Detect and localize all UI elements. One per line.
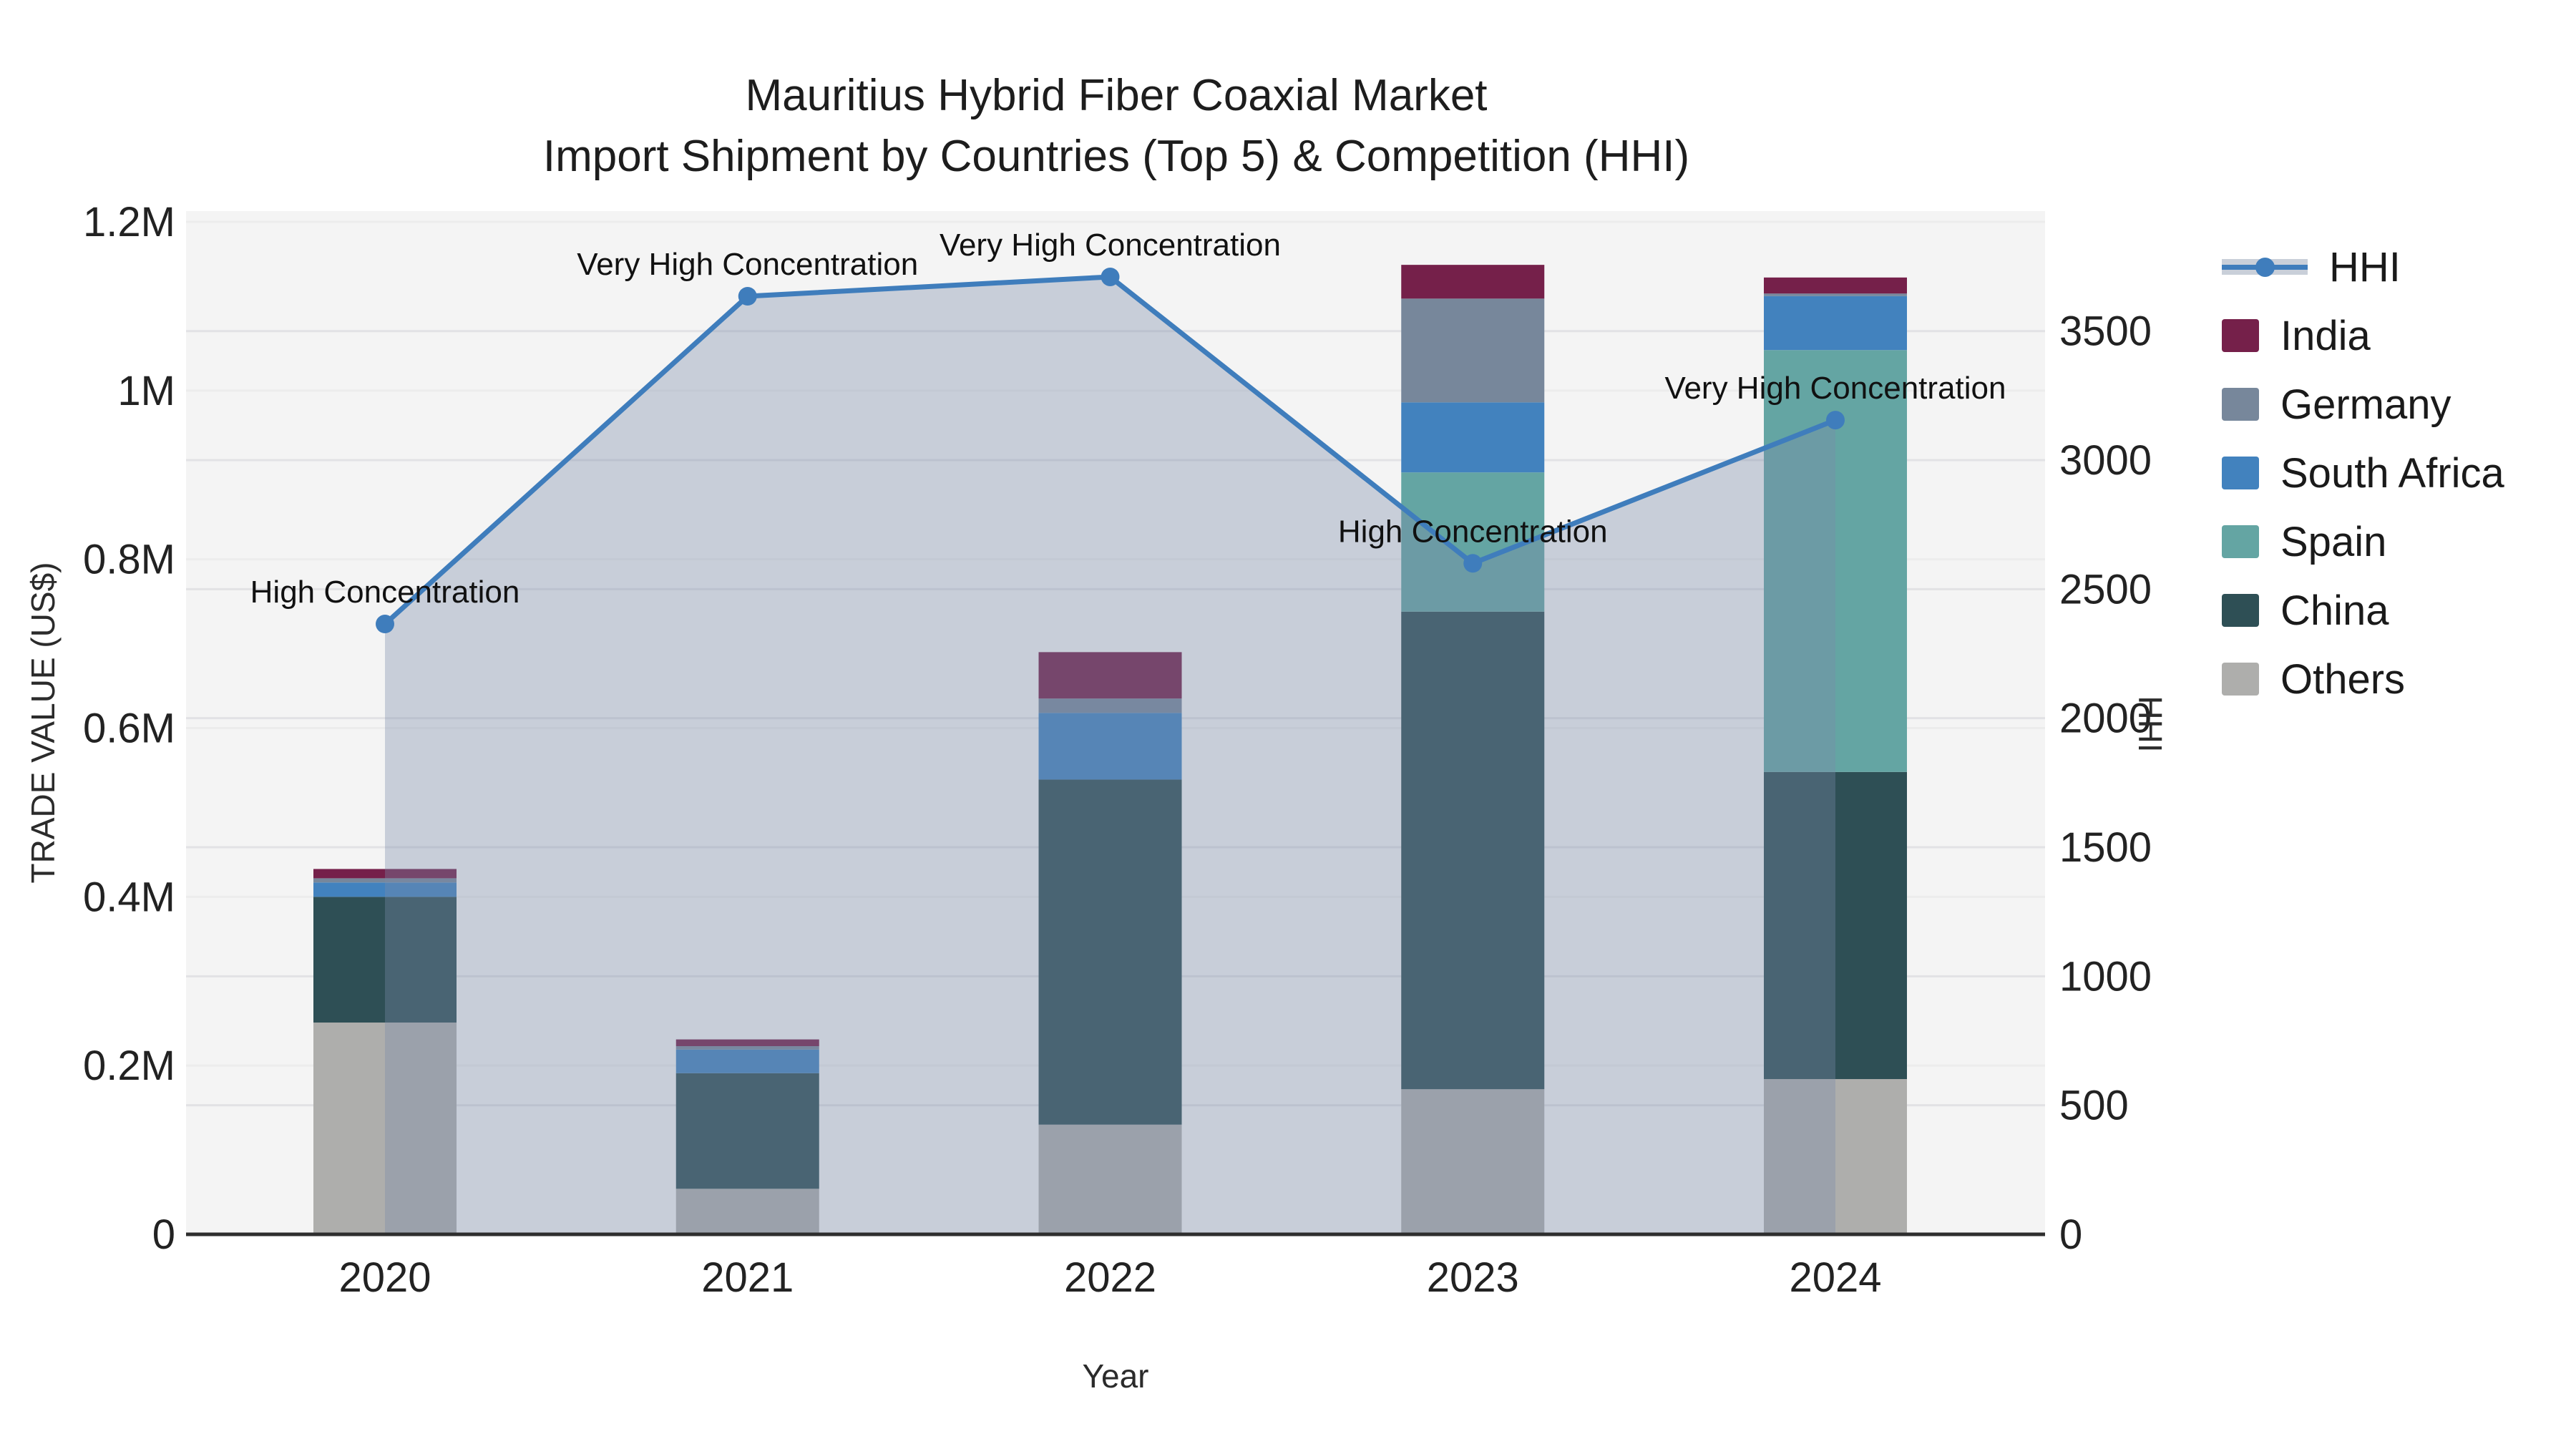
legend-swatch-germany [2222, 388, 2259, 421]
legend-label: Others [2280, 655, 2406, 703]
y-right-tick-label-3000: 3000 [2059, 437, 2152, 484]
bar-segment-germany-2021 [675, 1046, 819, 1050]
legend-swatch-south-africa [2222, 457, 2259, 489]
x-axis-title: Year [1082, 1357, 1149, 1395]
hhi-annotation-2023: High Concentration [1338, 514, 1608, 549]
x-tick-label-2023: 2023 [1427, 1254, 1519, 1301]
chart-title-line2: Import Shipment by Countries (Top 5) & C… [542, 132, 1690, 181]
legend-label: South Africa [2280, 449, 2504, 497]
hhi-marker-2024 [1826, 411, 1845, 430]
y-right-tick-label-1000: 1000 [2059, 953, 2152, 1000]
legend-item-south-africa[interactable]: South Africa [2222, 439, 2504, 507]
bar-segment-china-2020 [313, 897, 457, 1023]
legend-swatch-spain [2222, 525, 2259, 558]
legend-swatch-india [2222, 319, 2259, 352]
hhi-marker-2022 [1101, 267, 1120, 286]
legend-swatch-china [2222, 594, 2259, 627]
y-right-tick-label-2500: 2500 [2059, 566, 2152, 613]
bar-segment-germany-2024 [1764, 293, 1907, 296]
legend-label: Germany [2280, 381, 2451, 428]
bar-segment-germany-2023 [1401, 298, 1545, 403]
y-left-tick-label-0: 0 [152, 1211, 175, 1258]
bar-segment-south-africa-2021 [675, 1049, 819, 1073]
bar-segment-others-2024 [1764, 1079, 1907, 1234]
bar-segment-india-2020 [313, 869, 457, 879]
x-tick-label-2024: 2024 [1789, 1254, 1881, 1301]
bar-segment-india-2021 [675, 1039, 819, 1047]
hhi-marker-2021 [738, 287, 757, 306]
legend-label: Spain [2280, 518, 2387, 565]
legend-label: China [2280, 587, 2389, 634]
legend-item-germany[interactable]: Germany [2222, 370, 2504, 439]
hhi-legend-dot [2255, 258, 2275, 277]
bar-segment-south-africa-2022 [1038, 713, 1182, 780]
y-left-axis-title: TRADE VALUE (US$) [24, 562, 62, 884]
legend-item-others[interactable]: Others [2222, 645, 2504, 713]
bar-segment-china-2023 [1401, 611, 1545, 1090]
bar-segment-germany-2022 [1038, 698, 1182, 713]
hhi-annotation-2022: Very High Concentration [940, 228, 1281, 263]
legend-label: India [2280, 312, 2371, 359]
hhi-annotation-2021: Very High Concentration [577, 247, 918, 282]
y-right-axis-title: HHI [2132, 696, 2169, 753]
y-right-tick-label-500: 500 [2059, 1083, 2129, 1129]
legend-item-spain[interactable]: Spain [2222, 507, 2504, 576]
bar-segment-south-africa-2020 [313, 882, 457, 897]
bar-segment-others-2022 [1038, 1124, 1182, 1234]
hhi-marker-2020 [376, 615, 394, 634]
y-left-tick-label-1.2M: 1.2M [83, 199, 175, 245]
legend-item-china[interactable]: China [2222, 576, 2504, 645]
bar-segment-india-2022 [1038, 652, 1182, 699]
bar-segment-others-2020 [313, 1023, 457, 1234]
y-right-tick-label-2000: 2000 [2059, 696, 2152, 742]
legend-label: HHI [2329, 243, 2401, 291]
bar-segment-south-africa-2023 [1401, 402, 1545, 473]
bar-segment-india-2024 [1764, 277, 1907, 294]
y-left-tick-label-0.8M: 0.8M [83, 537, 175, 583]
bar-segment-india-2023 [1401, 265, 1545, 299]
y-right-tick-label-1500: 1500 [2059, 824, 2152, 871]
legend-swatch-others [2222, 663, 2259, 696]
y-left-tick-label-1M: 1M [117, 368, 175, 414]
bar-segment-china-2022 [1038, 779, 1182, 1125]
chart-title-line1: Mauritius Hybrid Fiber Coaxial Market [745, 71, 1488, 120]
hhi-marker-2023 [1463, 554, 1483, 573]
x-tick-label-2021: 2021 [701, 1254, 794, 1301]
hhi-annotation-2020: High Concentration [250, 575, 520, 610]
y-left-tick-label-0.2M: 0.2M [83, 1043, 175, 1089]
bar-segment-china-2021 [675, 1073, 819, 1189]
x-tick-label-2022: 2022 [1064, 1254, 1156, 1301]
y-left-tick-label-0.6M: 0.6M [83, 705, 175, 751]
y-left-tick-label-0.4M: 0.4M [83, 874, 175, 920]
x-tick-label-2020: 2020 [338, 1254, 431, 1301]
y-right-tick-label-0: 0 [2059, 1211, 2082, 1258]
bar-segment-china-2024 [1764, 771, 1907, 1080]
hhi-annotation-2024: Very High Concentration [1665, 371, 2006, 406]
hhi-line-legend-icon [2222, 248, 2308, 286]
hhi-area-fill [385, 276, 1835, 1234]
bar-segment-others-2021 [675, 1189, 819, 1234]
legend-item-hhi[interactable]: HHI [2222, 233, 2504, 301]
y-right-tick-label-3500: 3500 [2059, 308, 2152, 355]
bar-segment-germany-2020 [313, 878, 457, 883]
legend-item-india[interactable]: India [2222, 301, 2504, 370]
bar-segment-south-africa-2024 [1764, 296, 1907, 351]
bar-segment-others-2023 [1401, 1089, 1545, 1234]
chart-legend: HHI India Germany South Africa Spain China Oth… [2222, 233, 2504, 713]
